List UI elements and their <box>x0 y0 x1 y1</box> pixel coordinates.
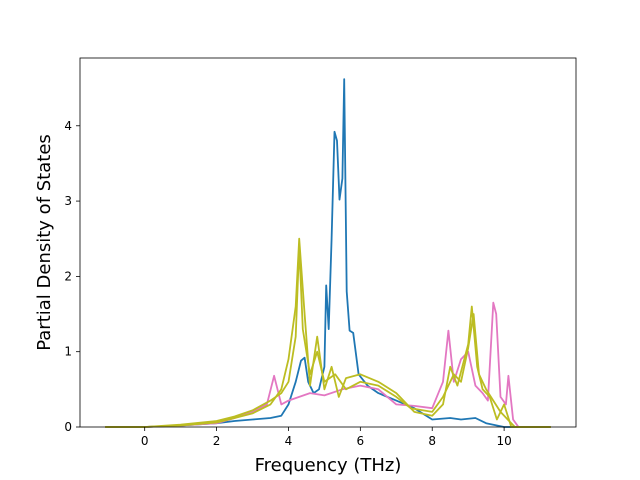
y-tick-label: 4 <box>64 119 72 133</box>
x-axis-label: Frequency (THz) <box>255 455 402 476</box>
plot-frame <box>79 57 577 428</box>
x-axis-ticks: 0 2 4 6 8 10 <box>141 427 512 448</box>
x-tick-label: 10 <box>496 434 511 448</box>
y-tick-label: 3 <box>64 194 72 208</box>
y-axis-ticks: 0 1 2 3 4 <box>64 119 80 434</box>
y-tick-label: 1 <box>64 345 72 359</box>
x-tick-label: 4 <box>285 434 293 448</box>
x-tick-label: 8 <box>428 434 436 448</box>
x-tick-label: 0 <box>141 434 149 448</box>
x-tick-label: 6 <box>357 434 365 448</box>
series-line-3 <box>105 245 551 428</box>
series-layer <box>105 78 551 428</box>
y-axis-label: Partial Density of States <box>34 134 55 351</box>
series-line-1 <box>105 301 551 428</box>
y-tick-label: 0 <box>64 420 72 434</box>
y-tick-label: 2 <box>64 269 72 283</box>
x-tick-label: 2 <box>213 434 221 448</box>
series-line-0 <box>105 78 551 428</box>
